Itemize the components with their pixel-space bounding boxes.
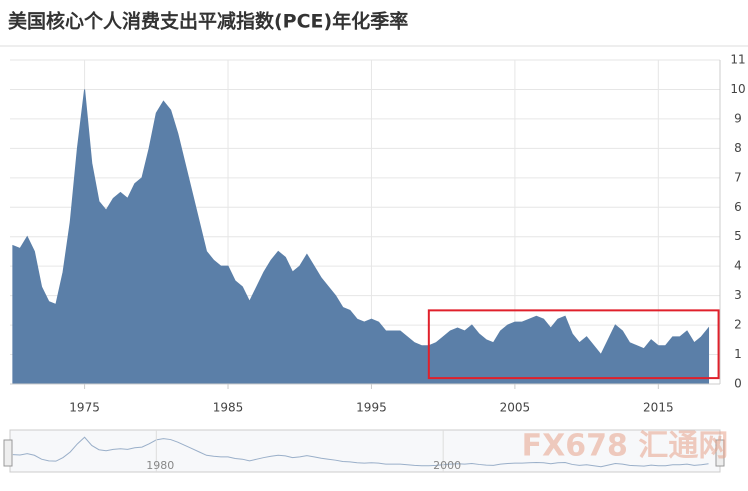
navigator-tick-label: 2000: [433, 459, 461, 472]
y-tick-label: 2: [734, 318, 742, 332]
y-tick-label: 4: [734, 259, 742, 273]
y-tick-label: 7: [734, 170, 742, 184]
y-tick-label: 10: [730, 82, 745, 96]
y-tick-label: 8: [734, 141, 742, 155]
x-tick-label: 1985: [213, 401, 244, 415]
watermark: FX678 汇通网: [522, 429, 729, 464]
x-tick-label: 1995: [356, 401, 387, 415]
navigator-tick-label: 1980: [146, 459, 174, 472]
y-tick-label: 11: [730, 53, 745, 67]
y-tick-label: 5: [734, 229, 742, 243]
y-tick-label: 3: [734, 288, 742, 302]
area: [12, 89, 710, 385]
navigator-handle: [3, 439, 13, 467]
navigator: [9, 429, 721, 473]
x-tick-label: 2015: [643, 401, 674, 415]
navigator-line: [12, 436, 709, 468]
navigator-handle: [715, 439, 725, 467]
y-tick-label: 6: [734, 200, 742, 214]
x-tick-label: 1975: [69, 401, 100, 415]
y-tick-label: 9: [734, 111, 742, 125]
y-tick-label: 1: [734, 347, 742, 361]
y-tick-label: 0: [734, 377, 742, 391]
chart-title: 美国核心个人消费支出平减指数(PCE)年化季率: [8, 10, 408, 33]
highlight-box: [427, 309, 720, 380]
x-tick-label: 2005: [500, 401, 531, 415]
